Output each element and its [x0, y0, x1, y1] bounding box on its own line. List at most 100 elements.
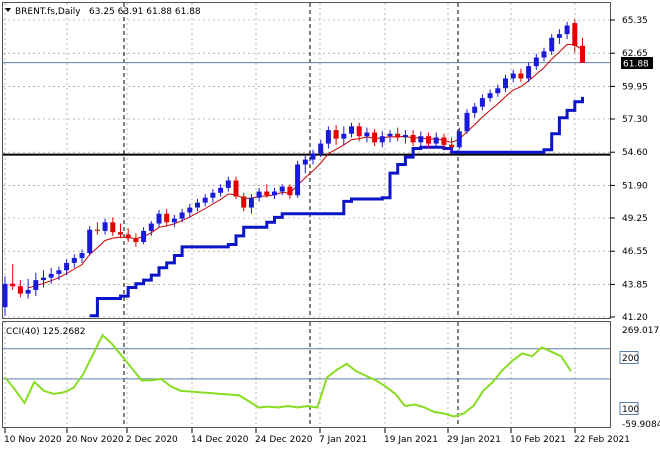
price-tick-label: 41.20: [622, 313, 648, 323]
price-tick-label: 54.60: [622, 148, 648, 158]
grid-lines: [3, 3, 610, 427]
price-tick-label: 49.25: [622, 214, 648, 224]
candle-bear: [426, 136, 431, 144]
current-price-badge: [621, 57, 653, 69]
candle-bear: [410, 134, 416, 143]
candle-bear: [110, 222, 116, 233]
candle-bull: [402, 134, 408, 138]
current-price-label: 61.88: [623, 60, 649, 70]
candle-bear: [241, 196, 247, 208]
candle-bear: [395, 133, 401, 138]
price-tick-label: 43.85: [622, 280, 648, 290]
ohlc-values: 63.25 63.91 61.88 61.88: [89, 7, 201, 17]
candle-bull: [533, 57, 539, 67]
date-tick-label: 2 Dec 2020: [126, 435, 178, 445]
candle-bull: [433, 137, 439, 144]
candle-bear: [94, 229, 100, 231]
candle-bull: [379, 136, 385, 143]
date-tick-label: 19 Jan 2021: [384, 435, 438, 445]
candle-bull: [364, 132, 370, 137]
price-tick-label: 57.30: [622, 115, 648, 125]
candle-bull: [225, 180, 231, 188]
candle-bull: [148, 223, 154, 231]
candle-bear: [449, 144, 455, 148]
candle-bear: [17, 286, 23, 294]
candle-bull: [56, 270, 62, 274]
candle-bull: [549, 37, 555, 52]
candle-bull: [318, 143, 324, 154]
price-tick-label: 65.35: [622, 16, 648, 26]
date-tick-label: 14 Dec 2020: [191, 435, 249, 445]
candle-bull: [87, 229, 93, 254]
cci-level-200-badge: [619, 351, 639, 364]
candle-bear: [372, 132, 378, 143]
candle-bull: [71, 257, 77, 263]
cci-level-100-label: 100: [622, 405, 639, 415]
candle-bull: [25, 289, 31, 294]
candles: [2, 19, 585, 316]
date-tick-label: 20 Nov 2020: [66, 435, 124, 445]
chevron-down-icon[interactable]: [5, 8, 11, 12]
candle-bear: [133, 238, 139, 242]
candle-bull: [2, 283, 8, 308]
candle-bull: [310, 153, 316, 160]
price-axis: 65.35 62.65 59.95 57.30 54.60 51.90 49.25 46.55…: [610, 16, 648, 323]
candle-bull: [556, 34, 562, 38]
candle-bull: [510, 73, 516, 79]
date-tick-label: 10 Nov 2020: [4, 435, 62, 445]
candle-bull: [295, 164, 301, 196]
candle-bull: [41, 277, 46, 281]
candle-bull: [64, 262, 70, 271]
candle-bear: [287, 186, 293, 196]
candle-bull: [141, 230, 147, 242]
cci-axis-min: -59.9084: [622, 420, 660, 430]
candle-bull: [210, 192, 216, 198]
candle-bear: [264, 191, 270, 196]
date-tick-label: 7 Jan 2021: [319, 435, 367, 445]
candle-bear: [118, 232, 123, 235]
candle-bear: [333, 130, 339, 139]
candle-bull: [495, 88, 501, 94]
candle-bear: [441, 137, 447, 145]
date-tick-label: 29 Jan 2021: [447, 435, 501, 445]
candle-bull: [171, 218, 177, 223]
candle-bull: [325, 130, 331, 144]
candle-bull: [487, 93, 493, 99]
cci-level-200-label: 200: [622, 354, 639, 364]
candle-bull: [541, 51, 547, 58]
candle-bull: [202, 197, 208, 203]
candle-bear: [518, 73, 524, 79]
cci-panel-frame: [2, 321, 611, 428]
candle-bull: [479, 98, 485, 107]
date-tick-label: 10 Feb 2021: [510, 435, 566, 445]
candle-bull: [79, 253, 85, 258]
cci-title: CCI(40) 125.2682: [6, 327, 86, 337]
price-tick-label: 46.55: [622, 247, 648, 257]
price-tick-label: 59.95: [622, 82, 648, 92]
ma-thick-line: [89, 96, 584, 318]
candle-bull: [456, 131, 462, 148]
candle-bear: [580, 45, 585, 63]
price-tick-label: 62.65: [622, 49, 648, 59]
candle-bull: [195, 202, 200, 208]
candle-bull: [156, 213, 162, 224]
candle-bull: [526, 66, 532, 79]
cci-level-100-badge: [619, 402, 639, 415]
candle-bear: [10, 283, 16, 287]
candle-bull: [187, 207, 193, 213]
period-separators: [123, 3, 459, 427]
candle-bull: [564, 25, 570, 35]
candle-bull: [302, 159, 308, 165]
candle-bull: [179, 212, 185, 219]
candle-bull: [341, 133, 347, 139]
candle-bull: [33, 280, 39, 290]
candle-bull: [218, 187, 224, 193]
candle-bull: [418, 136, 424, 143]
price-tick-label: 51.90: [622, 181, 648, 191]
cci-level-lines: [3, 348, 610, 380]
candle-bull: [248, 197, 254, 208]
candle-bear: [164, 213, 170, 223]
cci-line: [4, 333, 572, 418]
